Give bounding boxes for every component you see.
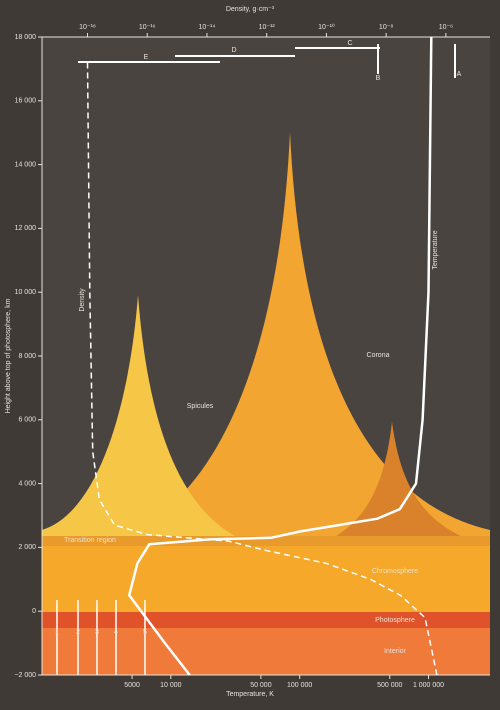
marker-label: 3 [95,629,99,636]
marker-label: C [347,40,352,47]
x-tick-label: 50 000 [250,682,272,689]
x2-tick-label: 10⁻¹⁶ [139,24,156,31]
y-axis-label: Height above top of photosphere, km [5,298,12,413]
y-tick-label: 12 000 [15,225,37,232]
marker-label: E [144,54,149,61]
bottom-markers [56,600,146,675]
marker-label: A [457,71,462,78]
x2-tick-label: 10⁻¹⁴ [199,24,216,31]
x-tick-label: 100 000 [287,682,312,689]
x-tick-label: 10 000 [160,682,182,689]
marker-label: 5 [143,629,147,636]
spicule-shape [42,295,235,540]
interior-band [42,628,490,675]
y-tick-label: −2 000 [14,672,36,679]
y-tick-label: 16 000 [15,98,37,105]
region-label: Photosphere [375,617,415,624]
x2-axis-label: Density, g·cm⁻³ [226,6,275,13]
series-label: Density [79,288,86,312]
x2-tick-label: 10⁻¹⁸ [79,24,96,31]
region-label: Chromosphere [372,568,418,575]
y-tick-label: 2 000 [18,544,36,551]
y-tick-label: 14 000 [15,161,37,168]
marker-label: 1 [55,629,59,636]
transition-band [42,536,490,546]
peak-shape [325,422,475,542]
region-label: Interior [384,648,406,655]
series-line [127,36,433,676]
x2-tick-label: 10⁻⁸ [379,24,393,31]
y-tick-label: 0 [32,608,36,615]
y-tick-label: 18 000 [15,34,37,41]
x2-tick-label: 10⁻¹² [259,24,276,31]
region-label: Spicules [187,403,214,410]
y-tick-label: 4 000 [18,480,36,487]
x-axis-label: Temperature, K [226,691,274,698]
series-line [86,62,438,676]
x2-tick-label: 10⁻⁶ [439,24,453,31]
y-tick-label: 8 000 [18,353,36,360]
marker-label: B [376,75,381,82]
corona-shape [42,132,490,546]
series-label: Temperature [432,230,439,269]
region-label: Corona [367,352,390,359]
x2-tick-label: 10⁻¹⁰ [318,23,335,31]
x-tick-label: 5000 [124,682,140,689]
top-markers [78,44,456,78]
marker-label: 2 [76,629,80,636]
chromosphere-band [42,546,490,612]
photosphere-band [42,612,490,628]
x-tick-label: 1 000 000 [413,682,444,689]
y-tick-label: 6 000 [18,417,36,424]
marker-label: D [231,47,236,54]
x-tick-label: 500 000 [377,682,402,689]
marker-label: 4 [114,629,118,636]
region-label: Transition region [64,537,116,544]
y-tick-label: 10 000 [15,289,37,296]
